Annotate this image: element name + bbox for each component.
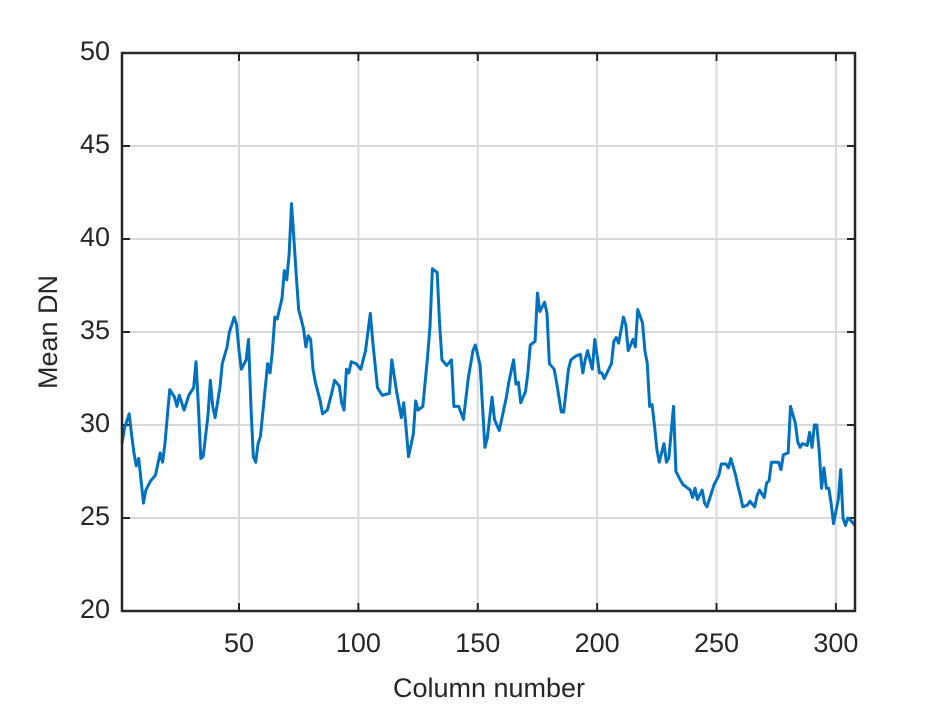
x-tick-label: 200 [575, 628, 620, 658]
y-tick-label: 45 [80, 129, 110, 159]
y-axis-label: Mean DN [33, 275, 63, 389]
x-tick-label: 250 [694, 628, 739, 658]
x-tick-label: 300 [813, 628, 858, 658]
y-tick-label: 35 [80, 315, 110, 345]
y-tick-label: 20 [80, 594, 110, 624]
axes-box [120, 51, 857, 613]
x-tick-label: 50 [224, 628, 254, 658]
y-tick-label: 40 [80, 222, 110, 252]
y-tick-label: 25 [80, 501, 110, 531]
x-tick-label: 150 [455, 628, 500, 658]
x-tick-label: 100 [336, 628, 381, 658]
data-line [120, 202, 857, 527]
y-tick-label: 30 [80, 408, 110, 438]
x-axis-label: Column number [393, 673, 585, 703]
y-tick-label: 50 [80, 36, 110, 66]
